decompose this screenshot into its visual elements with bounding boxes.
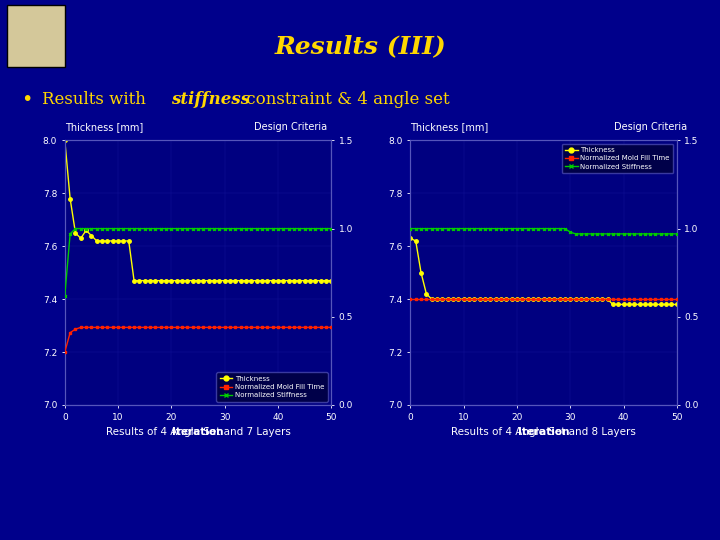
Text: •: • bbox=[21, 90, 32, 110]
Text: Results of 4 Angle Set and 8 Layers: Results of 4 Angle Set and 8 Layers bbox=[451, 427, 636, 437]
FancyBboxPatch shape bbox=[7, 5, 65, 66]
Text: stiffness: stiffness bbox=[171, 91, 251, 109]
Text: Results with: Results with bbox=[42, 91, 151, 109]
Text: Design Criteria: Design Criteria bbox=[614, 122, 688, 132]
Legend: Thickness, Normalized Mold Fill Time, Normalized Stiffness: Thickness, Normalized Mold Fill Time, No… bbox=[562, 144, 673, 173]
Text: Thickness [mm]: Thickness [mm] bbox=[65, 122, 143, 132]
Text: Results (III): Results (III) bbox=[274, 34, 446, 58]
Legend: Thickness, Normalized Mold Fill Time, Normalized Stiffness: Thickness, Normalized Mold Fill Time, No… bbox=[216, 373, 328, 402]
X-axis label: Iteration: Iteration bbox=[518, 427, 570, 437]
Text: Results of 4 Angle Set and 7 Layers: Results of 4 Angle Set and 7 Layers bbox=[106, 427, 290, 437]
X-axis label: Iteration: Iteration bbox=[172, 427, 224, 437]
Text: Thickness [mm]: Thickness [mm] bbox=[410, 122, 489, 132]
Text: constraint & 4 angle set: constraint & 4 angle set bbox=[241, 91, 449, 109]
Text: Design Criteria: Design Criteria bbox=[254, 122, 328, 132]
